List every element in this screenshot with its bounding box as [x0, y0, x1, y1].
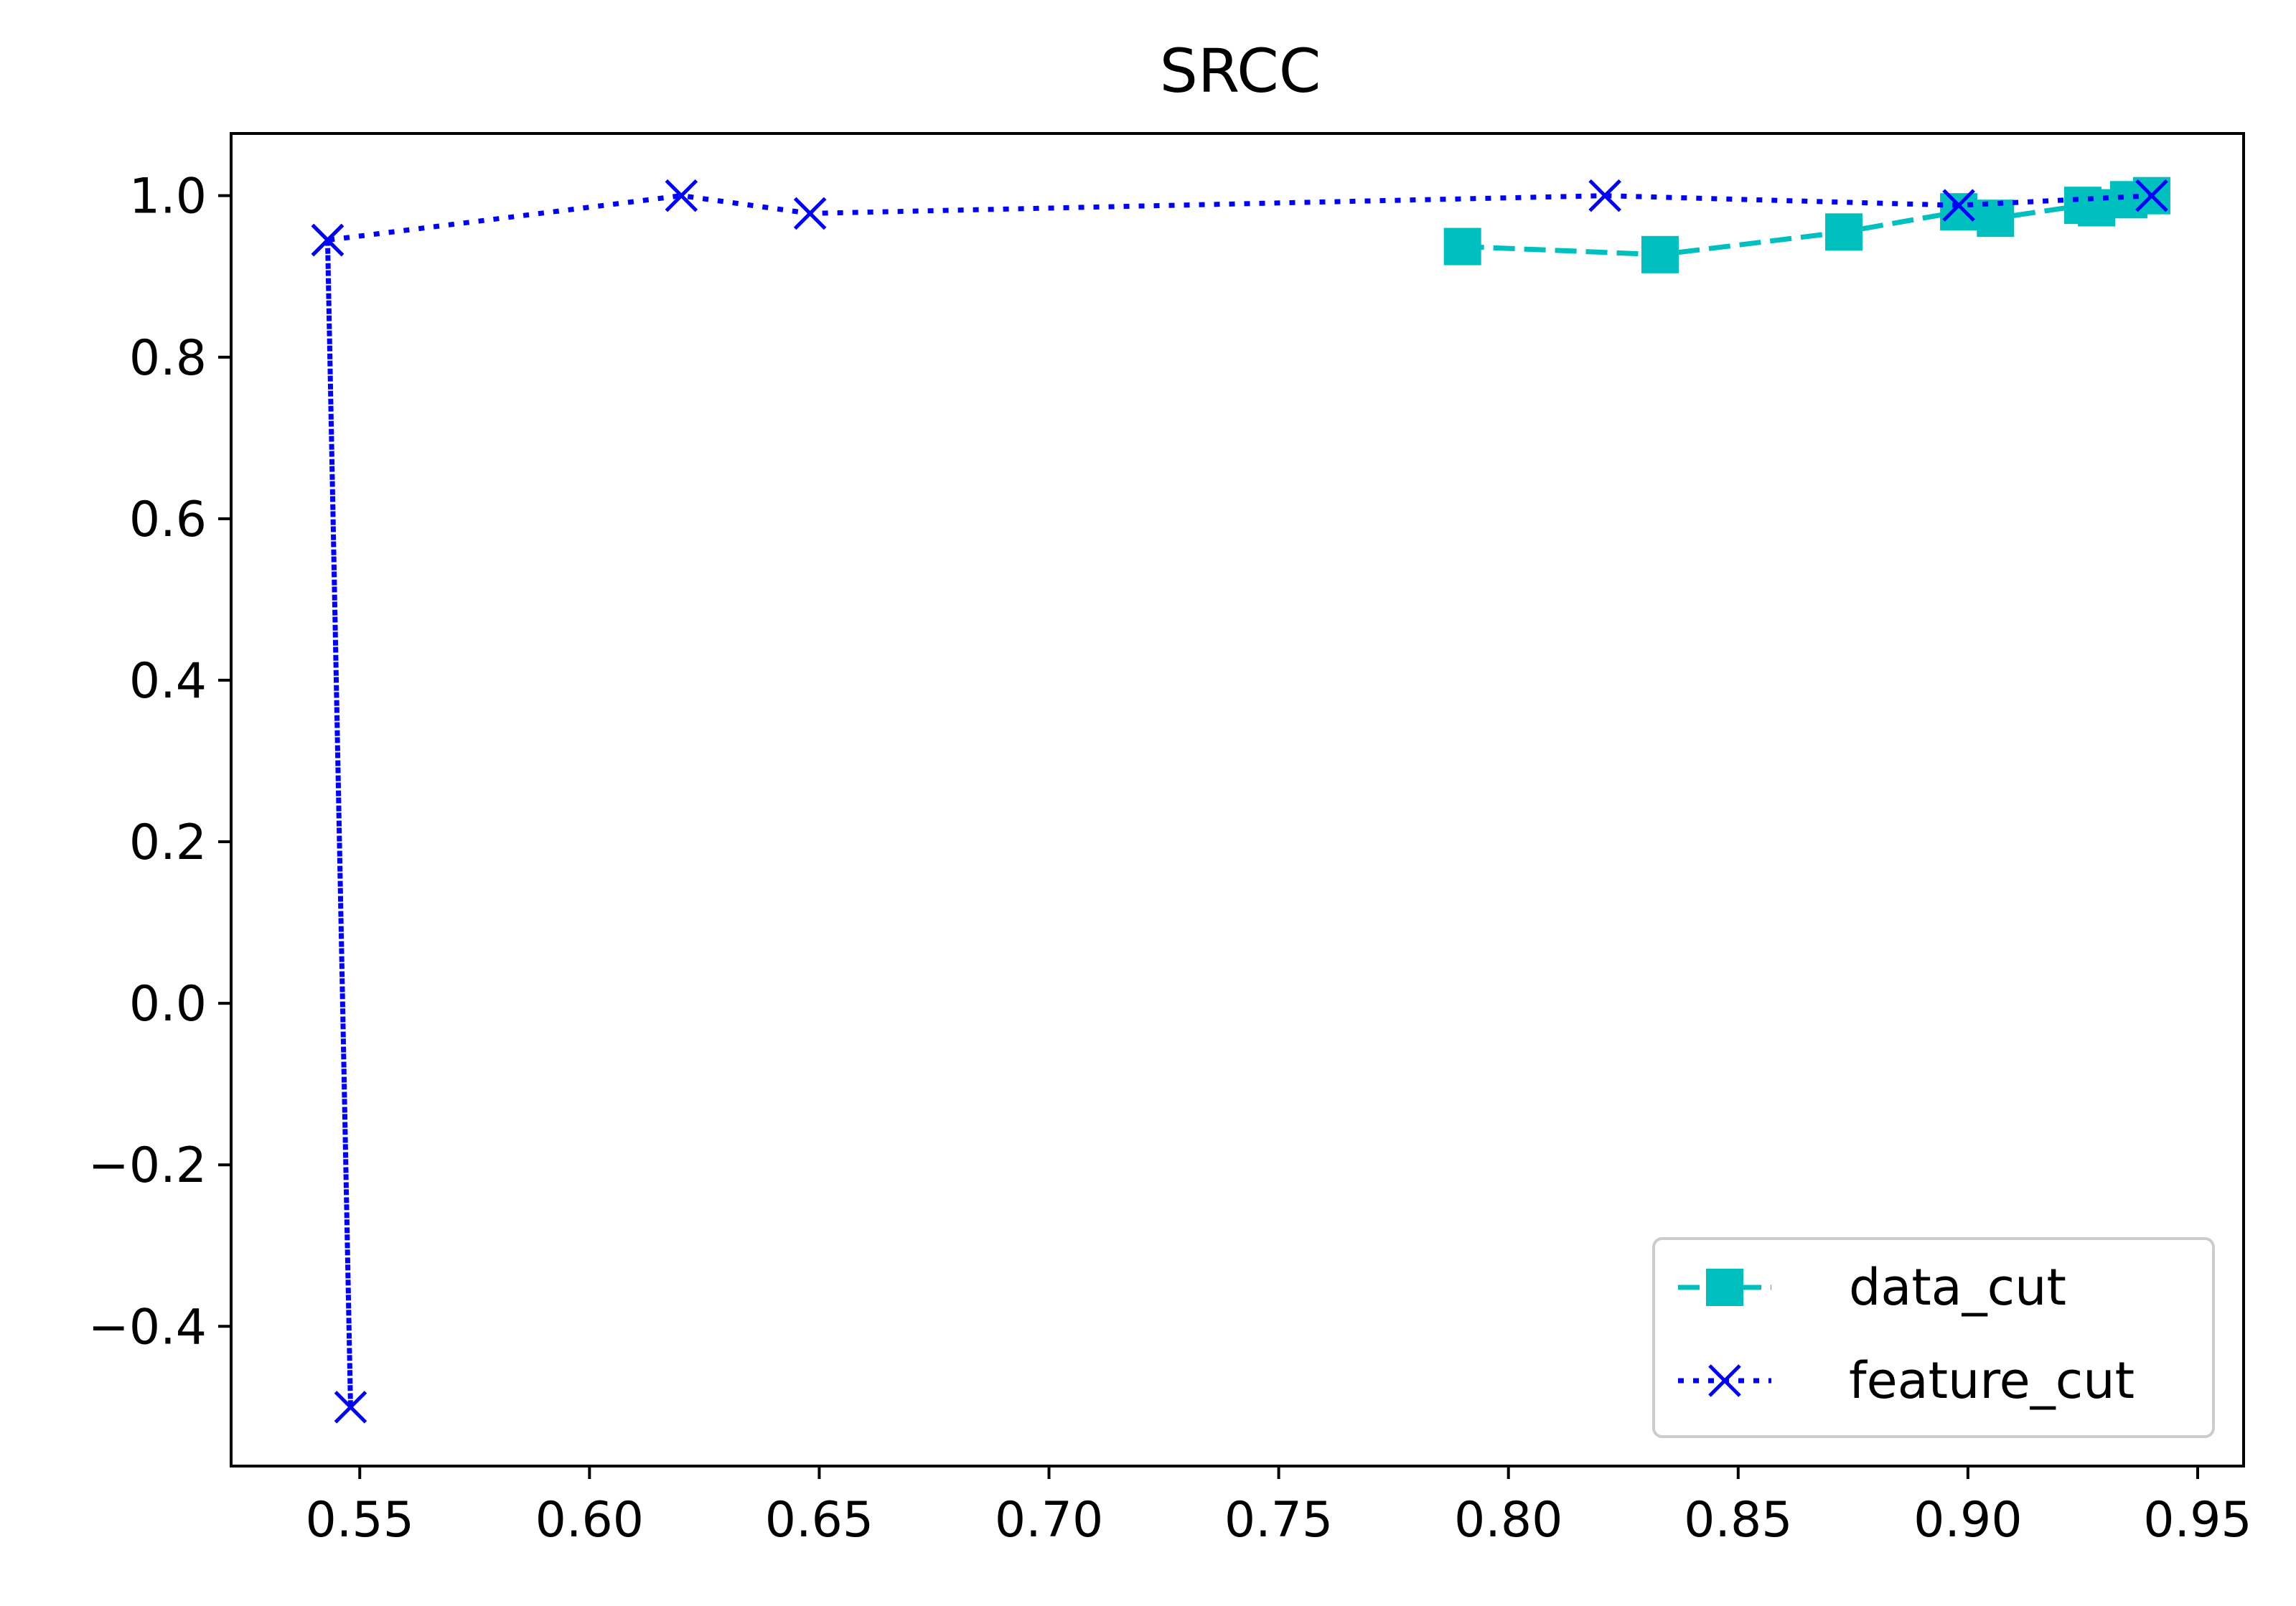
- legend-box: [1652, 1237, 2215, 1438]
- series-feature_cut-point-3-stroke-b: [665, 179, 698, 212]
- x-tick-label-2: 0.65: [765, 1492, 873, 1549]
- legend-marker-feature_cut-stroke-b: [1708, 1364, 1741, 1397]
- legend: data_cut feature_cut: [1652, 1237, 2215, 1438]
- y-tick-label-0: 1.0: [129, 169, 207, 225]
- series-feature_cut-point-1-stroke-b: [334, 1391, 367, 1424]
- chart-title: SRCC: [1160, 36, 1321, 106]
- y-tick-label-2: 0.6: [129, 492, 207, 548]
- series-feature_cut-point-6: [1942, 189, 1975, 222]
- series-data_cut-point-4: [1977, 199, 2015, 238]
- series-feature_cut-point-1: [334, 1391, 367, 1424]
- series-line-feature_cut: [324, 193, 2152, 1410]
- series-feature_cut-point-7: [2135, 179, 2168, 212]
- axes: 0.55 0.60 0.65 0.70 0.75 0.80 0.85 0.90 0.95 1.0 0…: [88, 132, 2252, 1549]
- series-feature_cut-point-2-stroke-b: [311, 223, 345, 257]
- series-feature_cut-point-6-stroke-b: [1942, 189, 1975, 222]
- series-feature_cut-point-5-stroke-b: [1588, 179, 1621, 212]
- y-tick-label-4: 0.2: [129, 814, 207, 871]
- plot-area: [311, 177, 2170, 1424]
- y-tick-label-6: −0.2: [88, 1137, 207, 1194]
- x-tick-label-5: 0.80: [1454, 1492, 1562, 1549]
- y-tick-label-5: 0.0: [129, 976, 207, 1033]
- legend-label-feature_cut: feature_cut: [1849, 1351, 2135, 1410]
- x-tick-label-8: 0.95: [2143, 1492, 2252, 1549]
- series-feature_cut-point-5: [1588, 179, 1621, 212]
- series-data_cut-point-3: [1940, 193, 1978, 231]
- series-data_cut-point-6: [2078, 189, 2116, 227]
- series-feature_cut-point-3: [665, 179, 698, 212]
- series-feature_cut-point-4: [793, 197, 827, 230]
- axes-frame: [230, 132, 2245, 1468]
- legend-label-data_cut: data_cut: [1849, 1258, 2066, 1317]
- legend-marker-data_cut: [1706, 1269, 1743, 1306]
- legend-marker-feature_cut: [1708, 1364, 1741, 1397]
- x-tick-label-4: 0.75: [1224, 1492, 1333, 1549]
- x-tick-label-0: 0.55: [306, 1492, 414, 1549]
- series-feature_cut-point-2: [311, 223, 345, 257]
- series-data_cut-point-2: [1825, 213, 1863, 251]
- x-tick-label-6: 0.85: [1684, 1492, 1792, 1549]
- x-tick-label-3: 0.70: [995, 1492, 1103, 1549]
- x-tick-label-1: 0.60: [535, 1492, 644, 1549]
- series-data_cut-point-0: [1443, 227, 1481, 266]
- series-feature_cut-point-4-stroke-b: [793, 197, 827, 230]
- x-tick-label-7: 0.90: [1913, 1492, 2022, 1549]
- series-feature_cut-point-7-stroke-b: [2135, 179, 2168, 212]
- y-tick-label-1: 0.8: [129, 330, 207, 387]
- y-tick-label-7: −0.4: [88, 1299, 207, 1356]
- series-data_cut-point-1: [1641, 235, 1679, 273]
- y-tick-label-3: 0.4: [129, 653, 207, 710]
